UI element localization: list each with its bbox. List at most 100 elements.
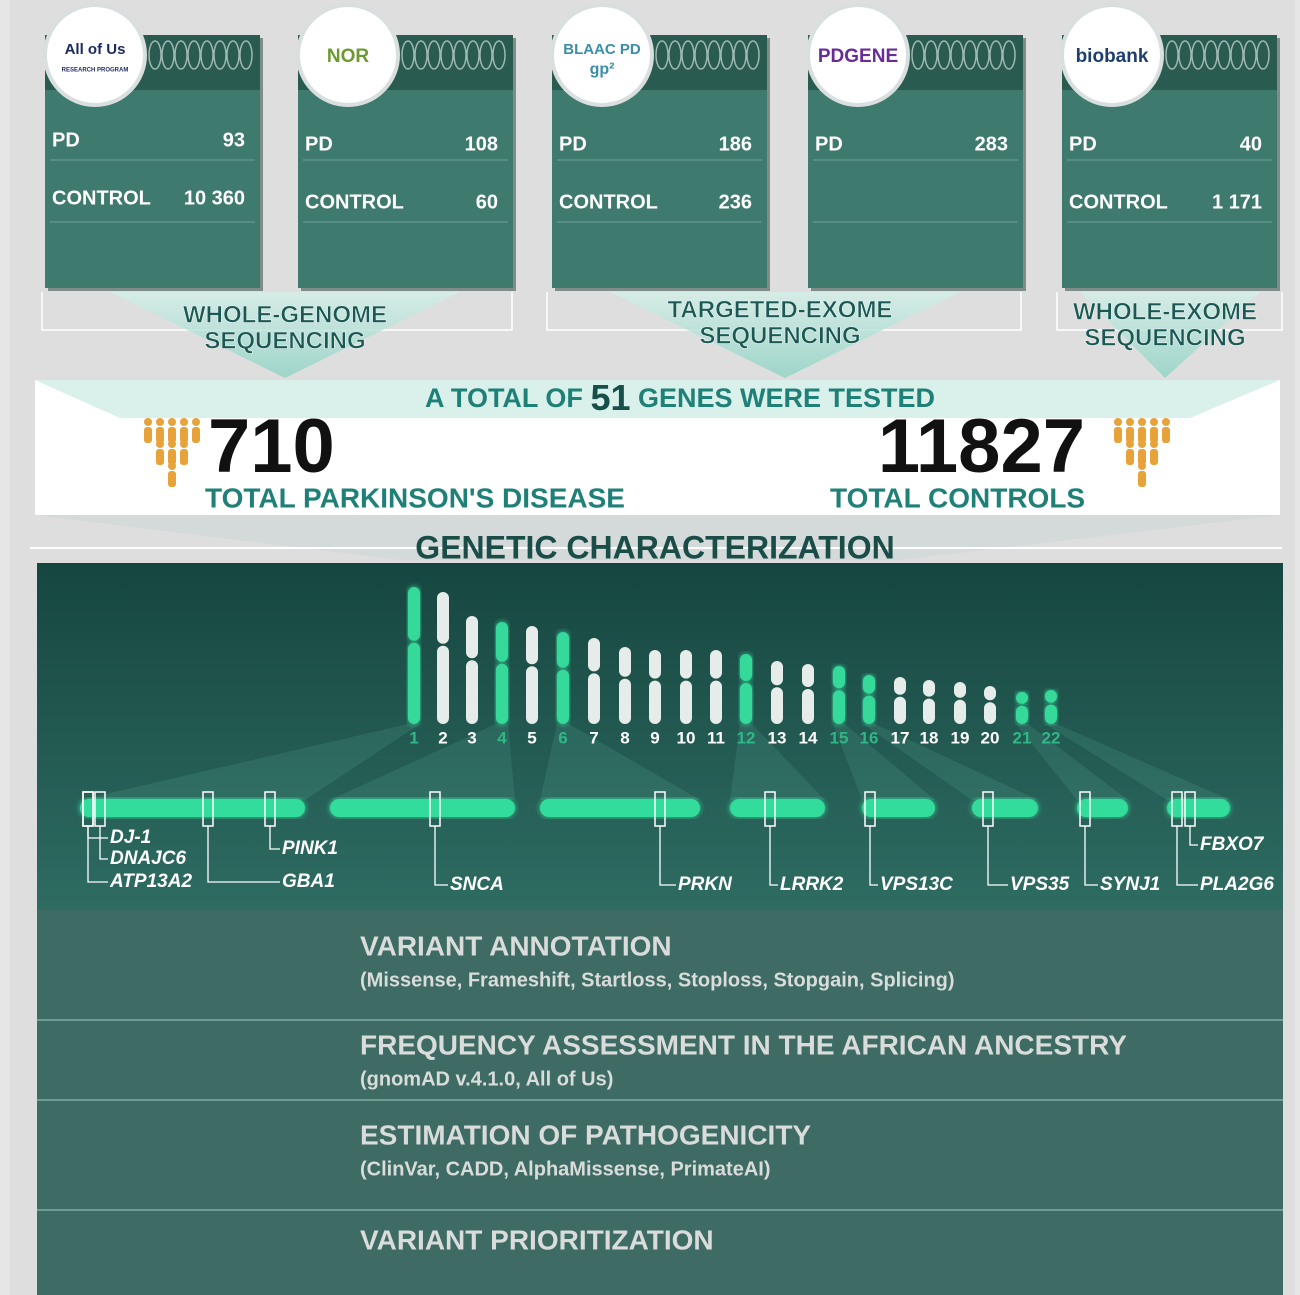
row-label: CONTROL	[52, 187, 151, 209]
genes-tested-heading: A TOTAL OF 51 GENES WERE TESTED	[425, 377, 935, 418]
chromosome-label: 16	[860, 728, 879, 747]
page: { "cohorts": [ {"logo": "All of Us", "lo…	[0, 0, 1300, 1295]
person-body	[1150, 449, 1158, 465]
row-value: 108	[465, 133, 498, 155]
chromosome-arm	[466, 616, 478, 658]
chromosome-arm	[923, 699, 935, 724]
chromosome-segment	[862, 799, 935, 817]
chromosome-arm	[649, 650, 661, 679]
chromosome-arm	[466, 660, 478, 724]
row-value: 186	[719, 133, 752, 155]
sequencing-label: TARGETED-EXOME	[668, 296, 893, 323]
logo-text: BLAAC PD	[563, 41, 641, 58]
row-value: 93	[223, 129, 245, 151]
gene-label: SYNJ1	[1100, 874, 1160, 895]
person-head	[1138, 418, 1146, 426]
gene-label: VPS35	[1010, 874, 1070, 895]
step-title: VARIANT ANNOTATION	[360, 930, 672, 961]
chromosome-arm	[771, 661, 783, 685]
chromosome-arm	[1045, 690, 1057, 703]
chromosome-arm	[680, 650, 692, 679]
gene-label: FBXO7	[1200, 834, 1265, 855]
row-value: 40	[1240, 133, 1262, 155]
person-head	[180, 418, 188, 426]
chromosome-label: 20	[981, 728, 1000, 747]
person-head	[156, 440, 164, 448]
chromosome-arm	[833, 690, 845, 724]
gene-label: ATP13A2	[109, 871, 192, 892]
step-title: VARIANT PRIORITIZATION	[360, 1224, 714, 1255]
chromosome-arm	[740, 683, 752, 724]
sequencing-label: WHOLE-EXOME	[1073, 298, 1257, 325]
gene-label: SNCA	[450, 874, 504, 895]
step-subtitle: (Missense, Frameshift, Startloss, Stoplo…	[360, 969, 955, 991]
chromosome-label: 13	[768, 728, 787, 747]
row-label: PD	[559, 133, 587, 155]
person-body	[1162, 427, 1170, 443]
infographic: A TOTAL OF 51 GENES WERE TESTED 710 TOTA…	[0, 0, 1300, 1295]
chromosome-label: 18	[920, 728, 939, 747]
person-head	[180, 440, 188, 448]
chromosome-arm	[408, 643, 420, 724]
gene-label: LRRK2	[780, 874, 844, 895]
sequencing-label: SEQUENCING	[699, 322, 860, 349]
logo-text: All of Us	[65, 41, 126, 58]
chromosome-label: 19	[951, 728, 970, 747]
chromosome-arm	[1016, 692, 1028, 704]
chromosome-arm	[649, 681, 661, 724]
row-label: CONTROL	[1069, 191, 1168, 213]
logo-subtext: gp²	[590, 61, 615, 78]
chromosome-segment	[80, 799, 305, 817]
chromosome-label: 4	[497, 728, 507, 747]
chromosome-label: 8	[620, 728, 629, 747]
chromosome-arm	[1016, 706, 1028, 724]
pd-count: 710	[208, 404, 335, 489]
person-head	[168, 440, 176, 448]
row-value: 236	[719, 191, 752, 213]
person-body	[1138, 471, 1146, 487]
gene-label: PLA2G6	[1200, 874, 1274, 895]
row-value: 10 360	[184, 187, 245, 209]
chromosome-arm	[710, 650, 722, 679]
chromosome-arm	[771, 687, 783, 724]
sequencing-label: SEQUENCING	[204, 327, 365, 354]
chromosome-arm	[863, 696, 875, 724]
chromosome-label: 12	[737, 728, 756, 747]
person-head	[1150, 440, 1158, 448]
chromosome-arm	[802, 689, 814, 724]
chromosome-segment	[1167, 799, 1230, 817]
chromosome-segment	[540, 799, 700, 817]
chromosome-arm	[894, 677, 906, 695]
gene-label: PINK1	[282, 838, 338, 859]
chromosome-segment	[972, 799, 1038, 817]
chromosome-label: 21	[1013, 728, 1032, 747]
chromosome-arm	[588, 638, 600, 671]
row-label: CONTROL	[305, 191, 404, 213]
chromosome-arm	[923, 680, 935, 697]
chromosome-label: 3	[467, 728, 476, 747]
chromosome-arm	[437, 592, 449, 644]
chromosome-arm	[833, 666, 845, 688]
chromosome-arm	[740, 654, 752, 681]
chromosome-arm	[408, 587, 420, 641]
gene-label: GBA1	[282, 871, 335, 892]
person-head	[1126, 440, 1134, 448]
person-body	[180, 449, 188, 465]
chromosome-arm	[496, 664, 508, 724]
row-label: CONTROL	[559, 191, 658, 213]
chromosome-label: 14	[799, 728, 818, 747]
person-body	[1114, 427, 1122, 443]
chromosome-arm	[1045, 705, 1057, 724]
chromosome-arm	[984, 702, 996, 724]
chromosome-arm	[619, 679, 631, 724]
genetic-title: GENETIC CHARACTERIZATION	[415, 529, 894, 565]
chromosome-label: 2	[438, 728, 447, 747]
chromosome-arm	[557, 670, 569, 724]
row-value: 283	[975, 133, 1008, 155]
chromosome-segment	[330, 799, 515, 817]
logo-text: biobank	[1076, 46, 1149, 67]
sequencing-label: WHOLE-GENOME	[183, 301, 387, 328]
logo-subtext: RESEARCH PROGRAM	[62, 68, 129, 74]
chromosome-label: 10	[677, 728, 696, 747]
person-body	[144, 427, 152, 443]
